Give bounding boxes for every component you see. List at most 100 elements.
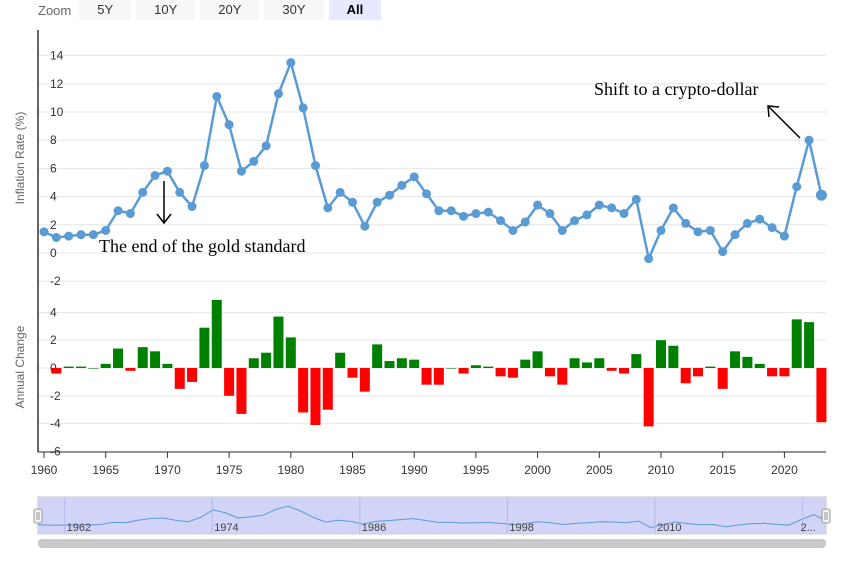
data-point <box>792 182 802 192</box>
bar <box>446 368 457 369</box>
data-point <box>372 197 382 207</box>
bar <box>656 340 666 368</box>
x-tick-label: 1985 <box>339 463 366 477</box>
navigator-selection[interactable] <box>38 497 826 534</box>
data-point <box>459 211 469 221</box>
data-point <box>718 247 728 257</box>
data-point <box>298 103 308 113</box>
inflation-line <box>43 61 823 260</box>
bar <box>372 344 383 368</box>
bar <box>113 348 124 368</box>
zoom-5y-button[interactable]: 5Y <box>79 0 132 20</box>
data-point <box>446 206 456 216</box>
bar <box>618 368 629 374</box>
data-point <box>570 216 580 226</box>
bar <box>285 337 296 368</box>
x-tick-label: 1960 <box>31 463 58 477</box>
y-tick-label: 6 <box>50 161 57 175</box>
x-ticks: 1960 1965 1970 1975 1980 1985 1990 1995 2000 2005… <box>31 452 798 477</box>
navigator[interactable]: 1962 1974 1986 1998 2010 2... <box>33 496 831 548</box>
bar <box>569 358 580 368</box>
inflation-line-series <box>43 61 823 260</box>
navigator-scrollbar[interactable] <box>38 539 826 548</box>
bar <box>717 368 728 389</box>
data-point <box>693 227 703 237</box>
bar <box>816 368 827 423</box>
y-tick-label: 4 <box>50 190 57 204</box>
zoom-20y-button[interactable]: 20Y <box>200 0 260 20</box>
data-point <box>779 231 789 241</box>
data-point <box>88 230 98 240</box>
bar <box>76 366 87 368</box>
bar <box>594 358 605 368</box>
y-tick-label: -2 <box>50 274 61 288</box>
data-point <box>101 225 111 235</box>
data-point <box>310 161 320 171</box>
bar <box>791 319 802 368</box>
zoom-toolbar: Zoom 5Y 10Y 20Y 30Y All <box>0 0 420 20</box>
navigator-right-handle[interactable] <box>821 508 831 524</box>
bar <box>199 327 210 368</box>
y-tick-label: 14 <box>50 49 64 63</box>
bar <box>310 368 321 425</box>
bar <box>470 365 481 368</box>
bar <box>224 368 235 396</box>
bar <box>433 368 444 385</box>
data-point <box>767 223 777 233</box>
data-point <box>656 225 666 235</box>
x-tick-label: 1980 <box>277 463 304 477</box>
x-tick-label: 2020 <box>771 463 798 477</box>
bar <box>51 368 62 374</box>
data-point <box>557 225 567 235</box>
bar <box>458 368 469 374</box>
annotation-arrowhead-crypto <box>767 105 780 118</box>
bar <box>631 354 642 368</box>
bar <box>298 368 309 413</box>
navigator-label: 1962 <box>67 522 91 534</box>
data-point <box>508 225 518 235</box>
data-point <box>422 189 432 199</box>
annotation-text-crypto: Shift to a crypto-dollar <box>594 79 758 99</box>
y-tick-label: 10 <box>50 105 64 119</box>
bar <box>396 358 407 368</box>
x-tick-label: 1995 <box>463 463 490 477</box>
y-tick-label: -4 <box>50 417 61 431</box>
annual-change-bars <box>51 299 827 427</box>
annotation-crypto-dollar: Shift to a crypto-dollar <box>594 79 801 139</box>
bar <box>125 368 136 371</box>
bar <box>606 368 617 371</box>
y-tick-label: 4 <box>50 305 57 319</box>
data-point <box>705 225 715 235</box>
data-point <box>360 221 370 231</box>
zoom-label: Zoom <box>38 2 72 18</box>
bar <box>779 368 790 377</box>
bar <box>162 363 173 368</box>
data-point <box>385 190 395 200</box>
navigator-line <box>37 505 827 529</box>
navigator-left-handle[interactable] <box>33 508 43 524</box>
y-ticks-inflation: -2 0 2 4 6 8 10 12 14 <box>50 49 64 289</box>
zoom-all-button[interactable]: All <box>328 0 382 20</box>
annotation-arrowhead-gold <box>156 213 172 225</box>
data-point <box>631 194 641 204</box>
navigator-label: 2... <box>801 522 816 534</box>
zoom-30y-button[interactable]: 30Y <box>264 0 324 20</box>
bar <box>581 362 592 368</box>
data-point <box>619 209 629 219</box>
bar <box>483 366 494 368</box>
bar <box>63 366 74 368</box>
data-point <box>113 206 123 216</box>
bar <box>520 359 531 368</box>
y-tick-label: 0 <box>50 246 57 260</box>
bar <box>335 352 346 368</box>
data-point <box>286 58 296 68</box>
bar <box>507 368 518 378</box>
zoom-10y-button[interactable]: 10Y <box>136 0 196 20</box>
data-point <box>397 180 407 190</box>
data-point <box>199 161 209 171</box>
x-tick-label: 2010 <box>648 463 675 477</box>
navigator-label: 1998 <box>509 522 533 534</box>
y-tick-label: 2 <box>50 218 57 232</box>
bar <box>137 347 148 368</box>
